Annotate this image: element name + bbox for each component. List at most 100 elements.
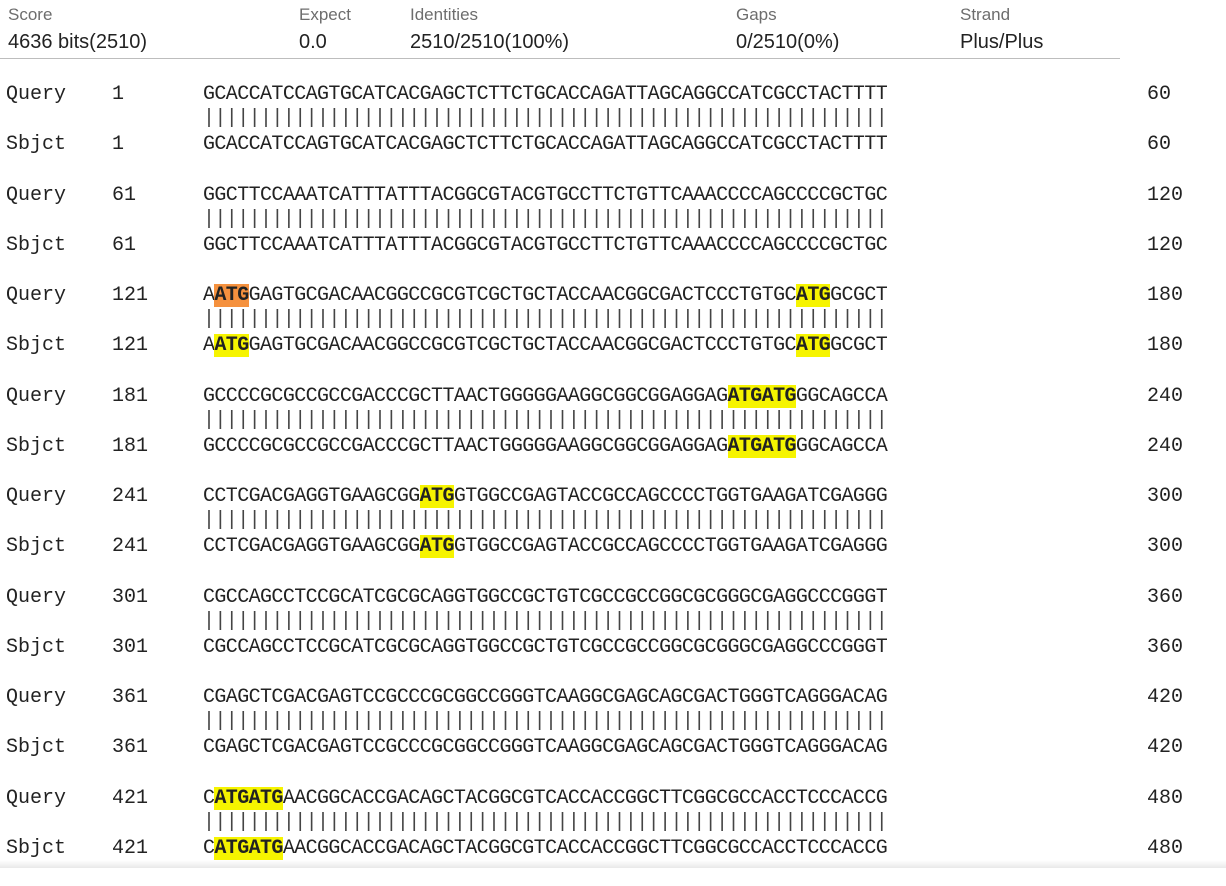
query-start-position: 121 — [112, 283, 148, 309]
match-bars: ||||||||||||||||||||||||||||||||||||||||… — [203, 307, 887, 333]
subject-sequence: GCCCCGCGCCGCCGACCCGCTTAACTGGGGGAAGGCGGCG… — [203, 434, 887, 460]
alignment-block: Query 61 GGCTTCCAAATCATTTATTTACGGCGTACGTGC… — [0, 183, 1226, 284]
score-label: Score — [8, 4, 147, 26]
subject-start-position: 421 — [112, 836, 148, 862]
sequence-segment: GTGGCCGAGTACCGCCAGCCCCTGGTGAAGATCGAGGG — [454, 485, 887, 508]
query-sequence: GCCCCGCGCCGCCGACCCGCTTAACTGGGGGAAGGCGGCG… — [203, 384, 887, 410]
subject-label: Sbjct — [6, 836, 66, 862]
sequence-segment: CGCCAGCCTCCGCATCGCGCAGGTGGCCGCTGTCGCCGCC… — [203, 586, 887, 609]
atg-highlight: ATGATG — [728, 385, 796, 408]
query-end-position: 480 — [1147, 786, 1183, 812]
query-sequence: CCTCGACGAGGTGAAGCGGATGGTGGCCGAGTACCGCCAG… — [203, 484, 887, 510]
alignment-summary: Score 4636 bits(2510) Expect 0.0 Identit… — [0, 0, 1120, 59]
subject-end-position: 480 — [1147, 836, 1183, 862]
alignment-block: Query 301 CGCCAGCCTCCGCATCGCGCAGGTGGCCGCTG… — [0, 585, 1226, 686]
strand-value: Plus/Plus — [960, 28, 1043, 56]
subject-sequence: CGCCAGCCTCCGCATCGCGCAGGTGGCCGCTGTCGCCGCC… — [203, 635, 887, 661]
query-label: Query — [6, 183, 66, 209]
sequence-segment: C — [203, 837, 214, 860]
query-start-position: 181 — [112, 384, 148, 410]
query-sequence: CGAGCTCGACGAGTCCGCCCGCGGCCGGGTCAAGGCGAGC… — [203, 685, 887, 711]
subject-start-position: 61 — [112, 233, 136, 259]
subject-sequence: GGCTTCCAAATCATTTATTTACGGCGTACGTGCCTTCTGT… — [203, 233, 887, 259]
atg-highlight: ATGATG — [728, 435, 796, 458]
subject-sequence: AATGGAGTGCGACAACGGCCGCGTCGCTGCTACCAACGGC… — [203, 333, 887, 359]
query-start-position: 241 — [112, 484, 148, 510]
sequence-segment: C — [203, 787, 214, 810]
query-sequence: CATGATGAACGGCACCGACAGCTACGGCGTCACCACCGGC… — [203, 786, 887, 812]
subject-end-position: 120 — [1147, 233, 1183, 259]
subject-label: Sbjct — [6, 635, 66, 661]
match-bars: ||||||||||||||||||||||||||||||||||||||||… — [203, 609, 887, 635]
sequence-segment: CGAGCTCGACGAGTCCGCCCGCGGCCGGGTCAAGGCGAGC… — [203, 736, 887, 759]
query-end-position: 420 — [1147, 685, 1183, 711]
identities-value: 2510/2510(100%) — [410, 28, 569, 56]
sequence-segment: GCGCT — [830, 334, 887, 357]
atg-highlight: ATGATG — [214, 787, 282, 810]
match-bars: ||||||||||||||||||||||||||||||||||||||||… — [203, 508, 887, 534]
match-bars: ||||||||||||||||||||||||||||||||||||||||… — [203, 408, 887, 434]
match-bars: ||||||||||||||||||||||||||||||||||||||||… — [203, 207, 887, 233]
match-bars: ||||||||||||||||||||||||||||||||||||||||… — [203, 106, 887, 132]
sequence-segment: GCACCATCCAGTGCATCACGAGCTCTTCTGCACCAGATTA… — [203, 133, 887, 156]
subject-label: Sbjct — [6, 434, 66, 460]
atg-highlight: ATG — [796, 334, 830, 357]
subject-label: Sbjct — [6, 735, 66, 761]
subject-sequence: GCACCATCCAGTGCATCACGAGCTCTTCTGCACCAGATTA… — [203, 132, 887, 158]
sequence-segment: AACGGCACCGACAGCTACGGCGTCACCACCGGCTTCGGCG… — [283, 787, 887, 810]
query-label: Query — [6, 484, 66, 510]
sequence-segment: CCTCGACGAGGTGAAGCGG — [203, 485, 420, 508]
query-sequence: GCACCATCCAGTGCATCACGAGCTCTTCTGCACCAGATTA… — [203, 82, 887, 108]
query-end-position: 60 — [1147, 82, 1171, 108]
subject-start-position: 121 — [112, 333, 148, 359]
expect-value: 0.0 — [299, 28, 351, 56]
query-sequence: AATGGAGTGCGACAACGGCCGCGTCGCTGCTACCAACGGC… — [203, 283, 887, 309]
sequence-segment: AACGGCACCGACAGCTACGGCGTCACCACCGGCTTCGGCG… — [283, 837, 887, 860]
query-label: Query — [6, 685, 66, 711]
subject-end-position: 240 — [1147, 434, 1183, 460]
atg-highlight: ATG — [796, 284, 830, 307]
query-label: Query — [6, 786, 66, 812]
query-start-position: 61 — [112, 183, 136, 209]
score-column: Score 4636 bits(2510) — [8, 4, 147, 56]
identities-column: Identities 2510/2510(100%) — [410, 4, 569, 56]
sequence-segment: GCCCCGCGCCGCCGACCCGCTTAACTGGGGGAAGGCGGCG… — [203, 385, 728, 408]
sequence-segment: GCGCT — [830, 284, 887, 307]
sequence-segment: A — [203, 284, 214, 307]
sequence-segment: GGCTTCCAAATCATTTATTTACGGCGTACGTGCCTTCTGT… — [203, 234, 887, 257]
score-value: 4636 bits(2510) — [8, 28, 147, 56]
atg-highlight: ATG — [214, 334, 248, 357]
sequence-segment: CCTCGACGAGGTGAAGCGG — [203, 535, 420, 558]
subject-sequence: CATGATGAACGGCACCGACAGCTACGGCGTCACCACCGGC… — [203, 836, 887, 862]
atg-highlight: ATG — [420, 535, 454, 558]
subject-end-position: 300 — [1147, 534, 1183, 560]
subject-label: Sbjct — [6, 333, 66, 359]
subject-start-position: 241 — [112, 534, 148, 560]
gaps-value: 0/2510(0%) — [736, 28, 839, 56]
query-end-position: 240 — [1147, 384, 1183, 410]
query-label: Query — [6, 585, 66, 611]
subject-end-position: 360 — [1147, 635, 1183, 661]
sequence-segment: GCACCATCCAGTGCATCACGAGCTCTTCTGCACCAGATTA… — [203, 83, 887, 106]
query-start-position: 361 — [112, 685, 148, 711]
subject-label: Sbjct — [6, 534, 66, 560]
strand-column: Strand Plus/Plus — [960, 4, 1043, 56]
subject-sequence: CGAGCTCGACGAGTCCGCCCGCGGCCGGGTCAAGGCGAGC… — [203, 735, 887, 761]
subject-end-position: 60 — [1147, 132, 1171, 158]
sequence-segment: A — [203, 334, 214, 357]
sequence-segment: GCCCCGCGCCGCCGACCCGCTTAACTGGGGGAAGGCGGCG… — [203, 435, 728, 458]
atg-highlight: ATGATG — [214, 837, 282, 860]
subject-start-position: 301 — [112, 635, 148, 661]
bottom-scroll-fade — [0, 860, 1226, 868]
strand-label: Strand — [960, 4, 1043, 26]
subject-start-position: 361 — [112, 735, 148, 761]
alignment-block: Query 361 CGAGCTCGACGAGTCCGCCCGCGGCCGGGTCA… — [0, 685, 1226, 786]
expect-column: Expect 0.0 — [299, 4, 351, 56]
sequence-segment: GGCTTCCAAATCATTTATTTACGGCGTACGTGCCTTCTGT… — [203, 184, 887, 207]
subject-end-position: 420 — [1147, 735, 1183, 761]
subject-start-position: 1 — [112, 132, 124, 158]
match-bars: ||||||||||||||||||||||||||||||||||||||||… — [203, 810, 887, 836]
